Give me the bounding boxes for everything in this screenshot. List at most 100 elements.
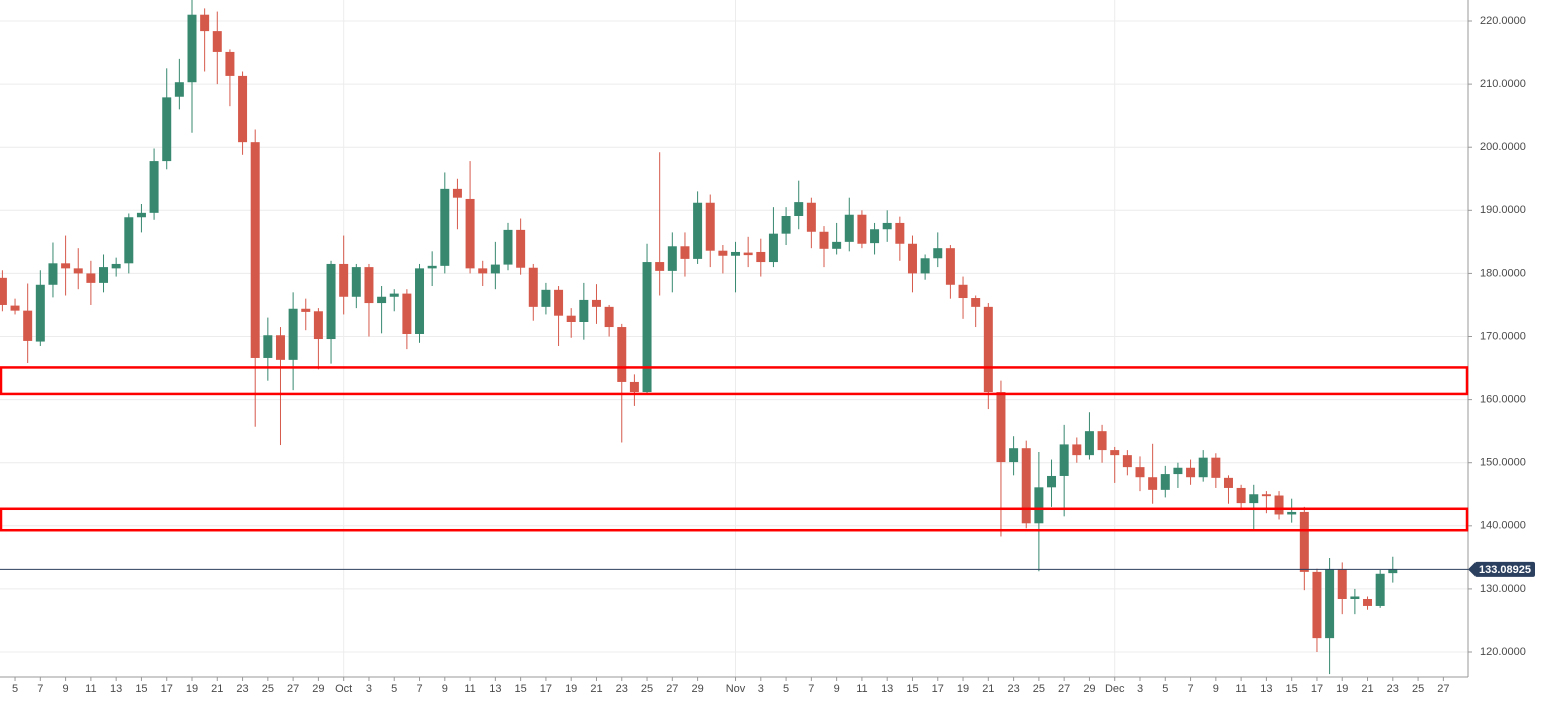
x-tick-label: 27 <box>287 683 299 695</box>
candle-body <box>212 31 222 52</box>
x-tick-label: 9 <box>834 683 840 695</box>
x-tick-label: 17 <box>1311 683 1323 695</box>
y-tick-label: 170.0000 <box>1480 330 1526 342</box>
candle-body <box>288 308 298 360</box>
candle-body <box>566 315 576 322</box>
candle-body <box>225 51 235 76</box>
candle-body <box>10 305 20 311</box>
x-tick-label: 3 <box>1137 683 1143 695</box>
x-tick-label: Nov <box>726 683 746 695</box>
candle-body <box>768 233 778 263</box>
x-tick-label: 21 <box>590 683 602 695</box>
x-tick-label: 25 <box>262 683 274 695</box>
candle-body <box>1236 487 1246 504</box>
candle-body <box>1034 487 1044 524</box>
candle-body <box>503 229 513 265</box>
candle-body <box>1249 494 1259 504</box>
y-tick-label: 160.0000 <box>1480 394 1526 406</box>
y-tick-label: 220.0000 <box>1480 15 1526 27</box>
x-tick-label: 17 <box>540 683 552 695</box>
candle-body <box>806 202 816 232</box>
last-price-pointer <box>1468 562 1475 577</box>
x-tick-label: 25 <box>641 683 653 695</box>
x-tick-label: 25 <box>1412 683 1424 695</box>
candle-body <box>794 202 804 216</box>
y-tick-label: 150.0000 <box>1480 457 1526 469</box>
candle-body <box>1160 474 1170 490</box>
x-tick-label: 17 <box>161 683 173 695</box>
candle-body <box>680 246 690 259</box>
candle-body <box>275 335 285 360</box>
x-tick-label: 5 <box>783 683 789 695</box>
x-tick-label: 29 <box>691 683 703 695</box>
candle-body <box>1059 444 1069 476</box>
x-tick-label: 29 <box>312 683 324 695</box>
x-tick-label: 21 <box>211 683 223 695</box>
candle-body <box>1325 569 1335 639</box>
x-tick-label: 15 <box>1286 683 1298 695</box>
candle-body <box>604 306 614 328</box>
x-tick-label: Oct <box>335 683 352 695</box>
candle-body <box>655 262 665 271</box>
candle-body <box>1299 511 1309 572</box>
x-tick-label: 29 <box>1083 683 1095 695</box>
candle-body <box>756 251 766 263</box>
y-tick-label: 180.0000 <box>1480 267 1526 279</box>
x-tick-label: 7 <box>808 683 814 695</box>
x-tick-label: 13 <box>1260 683 1272 695</box>
x-tick-label: 7 <box>37 683 43 695</box>
candle-body <box>743 252 753 256</box>
candle-body <box>920 258 930 274</box>
candle-body <box>136 212 146 218</box>
candle-body <box>1186 467 1196 478</box>
x-tick-label: 23 <box>616 683 628 695</box>
x-tick-label: 15 <box>135 683 147 695</box>
candle-body <box>693 202 703 259</box>
candle-body <box>541 289 551 307</box>
candle-body <box>1122 455 1132 468</box>
candle-body <box>61 263 71 269</box>
candle-body <box>983 306 993 393</box>
candle-body <box>832 241 842 249</box>
candle-body <box>1072 444 1082 456</box>
candle-body <box>452 188 462 198</box>
candle-body <box>35 284 45 342</box>
candle-body <box>1148 477 1158 490</box>
x-tick-label: 23 <box>236 683 248 695</box>
candle-body <box>1363 599 1373 606</box>
candle-body <box>1084 431 1094 456</box>
x-tick-label: 15 <box>515 683 527 695</box>
candle-body <box>440 188 450 266</box>
candle-body <box>187 14 197 83</box>
candle-body <box>1135 467 1145 478</box>
x-tick-label: 7 <box>416 683 422 695</box>
candle-body <box>1261 494 1271 497</box>
candle-body <box>857 214 867 244</box>
candle-body <box>263 335 273 358</box>
x-tick-label: 17 <box>932 683 944 695</box>
x-tick-label: 9 <box>442 683 448 695</box>
candle-body <box>174 82 184 97</box>
x-tick-label: 25 <box>1033 683 1045 695</box>
candle-body <box>465 198 475 269</box>
x-tick-label: 19 <box>957 683 969 695</box>
candle-body <box>478 268 488 274</box>
candle-body <box>124 217 134 264</box>
candle-body <box>819 231 829 249</box>
candle-body <box>1009 448 1019 463</box>
y-tick-label: 140.0000 <box>1480 520 1526 532</box>
candle-body <box>339 263 349 297</box>
candle-body <box>895 222 905 244</box>
last-price-box <box>1475 561 1535 577</box>
candle-body <box>389 293 399 297</box>
candle-body <box>1274 495 1284 515</box>
candle-body <box>23 310 33 341</box>
x-tick-label: 5 <box>1162 683 1168 695</box>
x-tick-label: 9 <box>63 683 69 695</box>
x-tick-label: 11 <box>856 683 867 695</box>
candle-body <box>1021 448 1031 524</box>
x-tick-label: 23 <box>1007 683 1019 695</box>
zone <box>0 366 1469 396</box>
candle-body <box>490 264 500 274</box>
